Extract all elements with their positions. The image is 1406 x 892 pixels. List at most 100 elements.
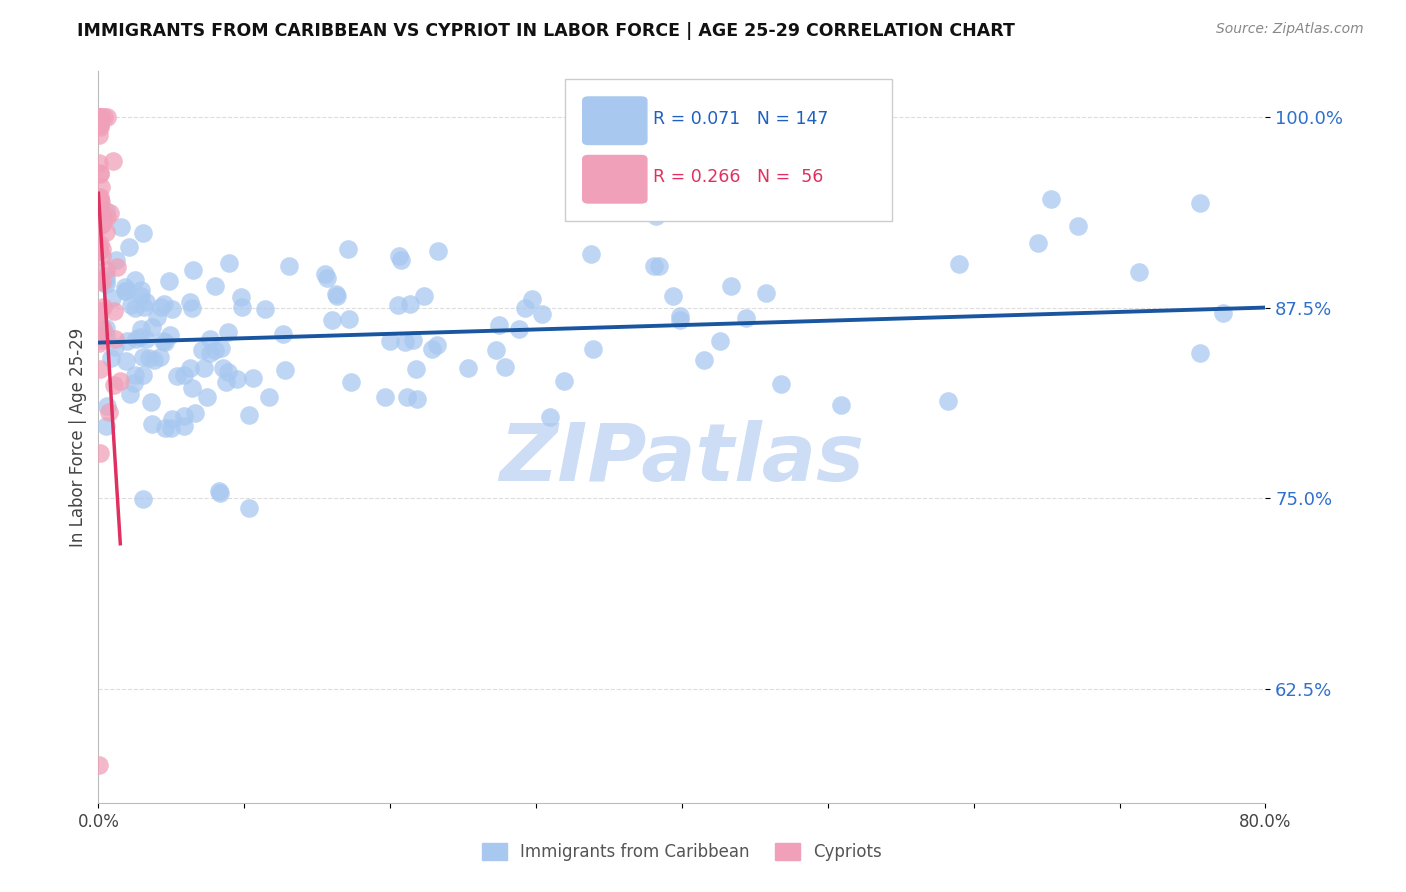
Point xyxy=(128,329,150,343)
Point xyxy=(389,252,412,267)
Point xyxy=(94,263,117,277)
Point xyxy=(122,376,145,390)
Point xyxy=(94,225,117,239)
Point xyxy=(830,398,852,412)
Point xyxy=(426,338,449,352)
Point xyxy=(87,274,110,288)
Y-axis label: In Labor Force | Age 25-29: In Labor Force | Age 25-29 xyxy=(69,327,87,547)
Point xyxy=(87,335,110,350)
Point xyxy=(198,346,221,360)
Point xyxy=(217,365,239,379)
Point xyxy=(131,368,153,383)
Point xyxy=(89,190,111,204)
Point xyxy=(139,395,162,409)
Point xyxy=(159,421,181,435)
Point xyxy=(948,257,970,271)
Point xyxy=(124,273,146,287)
Point xyxy=(709,334,731,348)
Point xyxy=(132,300,155,314)
Point xyxy=(231,300,253,314)
Point xyxy=(336,242,359,256)
Point xyxy=(103,304,125,318)
Point xyxy=(173,368,195,383)
Point xyxy=(173,418,195,433)
Point xyxy=(217,325,239,339)
Point xyxy=(581,247,603,261)
Point xyxy=(553,375,575,389)
Point xyxy=(96,328,118,343)
Point xyxy=(89,318,111,332)
Point xyxy=(94,273,117,287)
Point xyxy=(97,404,120,418)
Point xyxy=(114,284,136,298)
Point xyxy=(218,256,240,270)
Point xyxy=(135,294,157,309)
Point xyxy=(325,286,347,301)
Point xyxy=(89,236,111,251)
Point xyxy=(90,218,112,232)
Point xyxy=(96,400,118,414)
Point xyxy=(530,307,553,321)
Point xyxy=(90,242,112,256)
Text: R = 0.266   N =  56: R = 0.266 N = 56 xyxy=(652,169,823,186)
Point xyxy=(125,332,148,346)
Point xyxy=(87,128,110,143)
Point xyxy=(508,322,530,336)
Point xyxy=(485,343,508,357)
Point xyxy=(412,289,434,303)
Point xyxy=(120,298,142,312)
Point xyxy=(107,260,129,274)
Point xyxy=(91,322,114,336)
Legend: Immigrants from Caribbean, Cypriots: Immigrants from Caribbean, Cypriots xyxy=(475,836,889,868)
Point xyxy=(180,301,202,315)
Point xyxy=(94,321,117,335)
Point xyxy=(87,110,110,124)
Point xyxy=(193,360,215,375)
Point xyxy=(648,259,671,273)
Point xyxy=(406,392,429,407)
Point xyxy=(87,155,110,169)
Text: Source: ZipAtlas.com: Source: ZipAtlas.com xyxy=(1216,22,1364,37)
Point xyxy=(89,167,111,181)
Point xyxy=(321,313,343,327)
Point xyxy=(135,332,157,346)
Point xyxy=(399,297,422,311)
Point xyxy=(87,214,110,228)
Point xyxy=(90,179,112,194)
Point xyxy=(181,381,204,395)
Point xyxy=(540,409,562,424)
Point xyxy=(200,332,222,346)
Point xyxy=(110,219,132,234)
Point xyxy=(515,301,537,316)
Point xyxy=(204,279,226,293)
Point xyxy=(1040,192,1063,206)
Point xyxy=(115,334,138,348)
Point xyxy=(160,411,183,425)
Point xyxy=(179,294,201,309)
Point xyxy=(94,269,117,284)
Point xyxy=(936,394,959,409)
Point xyxy=(1189,346,1212,360)
Point xyxy=(94,277,117,291)
Point xyxy=(104,340,127,354)
Point xyxy=(90,195,112,210)
Text: ZIPatlas: ZIPatlas xyxy=(499,420,865,498)
Point xyxy=(90,218,112,232)
Point xyxy=(420,342,443,356)
Point xyxy=(124,301,146,315)
Point xyxy=(257,390,280,404)
Point xyxy=(278,259,301,273)
Point xyxy=(89,110,111,124)
Point xyxy=(141,320,163,334)
Text: IMMIGRANTS FROM CARIBBEAN VS CYPRIOT IN LABOR FORCE | AGE 25-29 CORRELATION CHAR: IMMIGRANTS FROM CARIBBEAN VS CYPRIOT IN … xyxy=(77,22,1015,40)
Point xyxy=(93,110,115,124)
Point xyxy=(87,191,110,205)
Point xyxy=(238,408,260,422)
Point xyxy=(145,310,167,324)
Point xyxy=(120,386,142,401)
Point xyxy=(90,333,112,347)
Point xyxy=(184,406,207,420)
Point xyxy=(160,301,183,316)
Point xyxy=(1067,219,1090,234)
Point xyxy=(494,359,516,374)
